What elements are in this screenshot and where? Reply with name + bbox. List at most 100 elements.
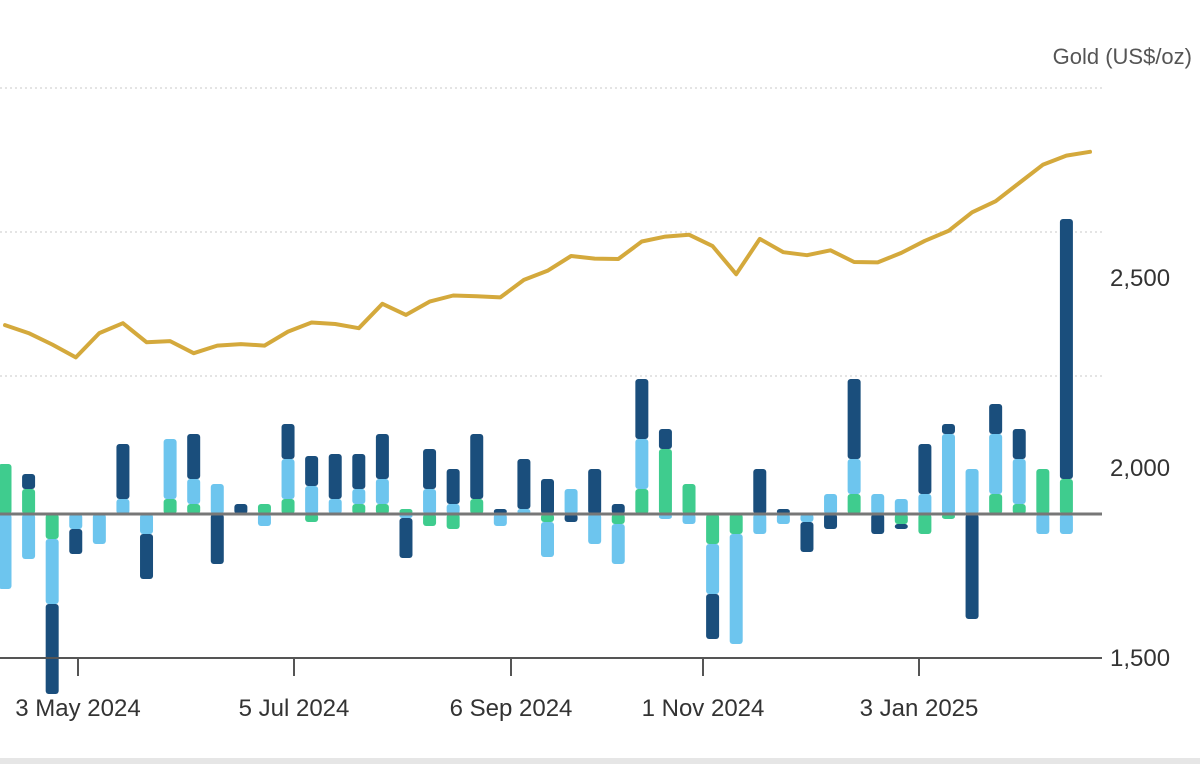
bar-segment-green xyxy=(470,499,484,514)
bar-segment-light-blue xyxy=(45,539,59,604)
bar-segment-light-blue xyxy=(352,489,366,504)
x-tick-label: 1 Nov 2024 xyxy=(642,695,765,722)
bar-segment-green xyxy=(281,499,295,514)
bar-segment-dark-blue xyxy=(1059,219,1073,479)
bar-segment-dark-blue xyxy=(611,504,625,514)
bar-segment-green xyxy=(187,504,201,514)
bar-segment-green xyxy=(682,484,696,514)
bar-segment-dark-blue xyxy=(69,529,83,554)
bar-segment-light-blue xyxy=(1012,459,1026,504)
bar-segment-dark-blue xyxy=(210,514,224,564)
bar-segment-dark-blue xyxy=(800,522,814,552)
bar-segment-light-blue xyxy=(941,434,955,514)
bar-segment-dark-blue xyxy=(871,514,885,534)
gold-price-line xyxy=(3,149,1092,360)
bar-segment-green xyxy=(423,514,437,526)
bar-segment-dark-blue xyxy=(234,504,248,514)
bar-segment-green xyxy=(1012,504,1026,514)
bar-segment-dark-blue xyxy=(305,456,319,486)
bar-segment-light-blue xyxy=(965,469,979,514)
bar-segment-green xyxy=(257,504,271,514)
bar-segment-light-blue xyxy=(257,514,271,526)
bar-segment-light-blue xyxy=(1036,514,1050,534)
bar-segment-light-blue xyxy=(918,494,932,514)
bar-segment-light-blue xyxy=(824,494,838,514)
bar-segment-light-blue xyxy=(446,504,460,514)
bar-segment-dark-blue xyxy=(658,429,672,449)
bar-segment-dark-blue xyxy=(918,444,932,494)
bar-segment-light-blue xyxy=(635,439,649,489)
bar-segment-dark-blue xyxy=(753,469,767,514)
bar-segment-dark-blue xyxy=(187,434,201,479)
bar-segment-light-blue xyxy=(611,524,625,564)
bar-segment-dark-blue xyxy=(328,454,342,499)
bar-segment-dark-blue xyxy=(635,379,649,439)
bar-segment-light-blue xyxy=(69,514,83,529)
right-axis-ticks: 1,500 2,000 2,500 xyxy=(1110,265,1170,672)
bar-segment-light-blue xyxy=(776,514,790,524)
bar-segment-dark-blue xyxy=(423,449,437,489)
bar-segment-dark-blue xyxy=(847,379,861,459)
bar-segment-green xyxy=(305,514,319,522)
bar-segment-dark-blue xyxy=(399,518,413,558)
bar-segment-green xyxy=(45,514,59,539)
bar-segment-dark-blue xyxy=(588,469,602,514)
bar-segment-light-blue xyxy=(729,534,743,644)
bar-segment-light-blue xyxy=(140,514,154,534)
bar-segment-dark-blue xyxy=(352,454,366,489)
bar-segment-green xyxy=(729,514,743,534)
bar-segment-light-blue xyxy=(541,522,554,557)
bar-segment-green xyxy=(847,494,861,514)
bar-segment-light-blue xyxy=(753,514,767,534)
footer-divider xyxy=(0,758,1200,764)
bar-segment-green xyxy=(706,514,720,544)
bar-segment-dark-blue xyxy=(541,479,554,514)
bar-segment-light-blue xyxy=(871,494,885,514)
bar-segment-dark-blue xyxy=(706,594,720,639)
y-tick-label: 2,000 xyxy=(1110,455,1170,482)
bar-segment-green xyxy=(658,449,672,514)
x-tick-label: 6 Sep 2024 xyxy=(450,695,573,722)
bar-segment-green xyxy=(894,514,908,524)
bar-segment-dark-blue xyxy=(894,524,908,529)
bar-segment-dark-blue xyxy=(140,534,154,579)
y-tick-label: 2,500 xyxy=(1110,265,1170,292)
bar-segment-light-blue xyxy=(423,489,437,514)
bar-segment-green xyxy=(918,514,932,534)
bar-segment-light-blue xyxy=(706,544,720,594)
bar-segment-light-blue xyxy=(894,499,908,514)
bar-segment-green xyxy=(635,489,649,514)
bar-segment-green xyxy=(352,504,366,514)
bar-segment-light-blue xyxy=(116,499,130,514)
bar-segment-light-blue xyxy=(187,479,201,504)
bar-segment-light-blue xyxy=(682,514,696,524)
bar-segment-dark-blue xyxy=(564,514,578,522)
bar-segment-green xyxy=(0,464,12,514)
bar-segment-dark-blue xyxy=(517,459,531,509)
bar-segment-dark-blue xyxy=(824,514,838,529)
bar-segment-dark-blue xyxy=(45,604,59,694)
bar-segment-light-blue xyxy=(210,484,224,514)
bar-segment-light-blue xyxy=(989,434,1003,494)
bar-segment-green xyxy=(1036,469,1050,514)
bar-segment-light-blue xyxy=(375,479,389,504)
bar-segment-light-blue xyxy=(800,514,814,522)
x-tick-label: 3 May 2024 xyxy=(15,695,140,722)
bar-segment-dark-blue xyxy=(1012,429,1026,459)
bar-segment-dark-blue xyxy=(470,434,484,499)
bar-segment-light-blue xyxy=(92,514,106,544)
bar-segment-dark-blue xyxy=(446,469,460,504)
bar-segment-green xyxy=(989,494,1003,514)
bar-segment-dark-blue xyxy=(281,424,295,459)
bar-segment-light-blue xyxy=(493,514,507,526)
bar-segment-light-blue xyxy=(22,514,36,559)
x-axis: 3 May 2024 5 Jul 2024 6 Sep 2024 1 Nov 2024… xyxy=(0,657,1102,722)
bar-segment-dark-blue xyxy=(116,444,130,499)
bar-segment-green xyxy=(446,514,460,529)
bar-segment-light-blue xyxy=(564,489,578,514)
bar-segment-light-blue xyxy=(281,459,295,499)
gridlines xyxy=(0,87,1102,659)
bar-segment-green xyxy=(22,489,36,514)
bar-segment-light-blue xyxy=(328,499,342,514)
